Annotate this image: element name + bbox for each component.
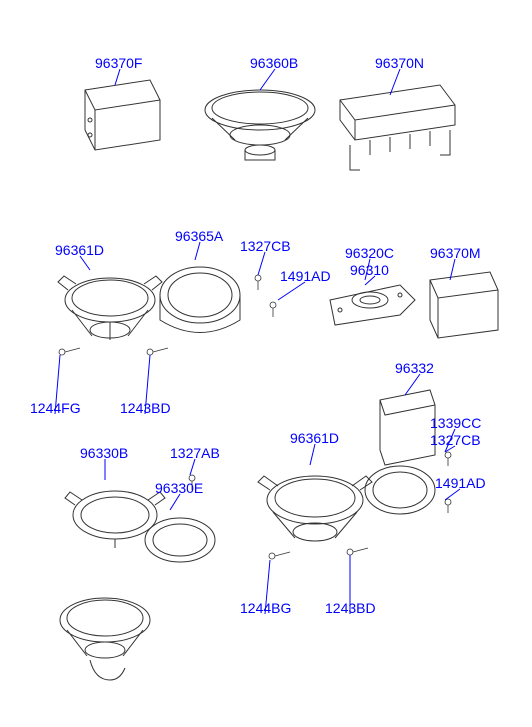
part-96332 bbox=[380, 390, 435, 465]
parts-diagram bbox=[0, 0, 532, 727]
screw-1244BG bbox=[269, 552, 290, 559]
leader-lines bbox=[55, 69, 460, 614]
screw-1339CC bbox=[445, 452, 451, 466]
screw-1244FG bbox=[59, 348, 80, 355]
screw-1243BD-1 bbox=[147, 348, 168, 355]
screw-1491AD-2 bbox=[445, 499, 451, 513]
part-96370M bbox=[430, 272, 498, 338]
part-96361D-left bbox=[58, 276, 162, 340]
part-96320C bbox=[330, 285, 415, 325]
trim-right bbox=[365, 466, 435, 514]
part-96330E bbox=[145, 518, 215, 562]
screw-1327AB bbox=[189, 475, 195, 490]
screw-1327CB-1 bbox=[255, 275, 261, 290]
part-96360B bbox=[205, 90, 315, 160]
part-96361D-right bbox=[258, 476, 372, 541]
part-96330B bbox=[65, 491, 165, 548]
screw-1491AD-1 bbox=[270, 302, 276, 317]
part-96365A bbox=[160, 267, 240, 333]
screw-1243BD-2 bbox=[347, 548, 368, 555]
speaker-bottom-left bbox=[60, 598, 150, 680]
part-96370F bbox=[85, 80, 160, 150]
part-96370N bbox=[340, 85, 455, 170]
